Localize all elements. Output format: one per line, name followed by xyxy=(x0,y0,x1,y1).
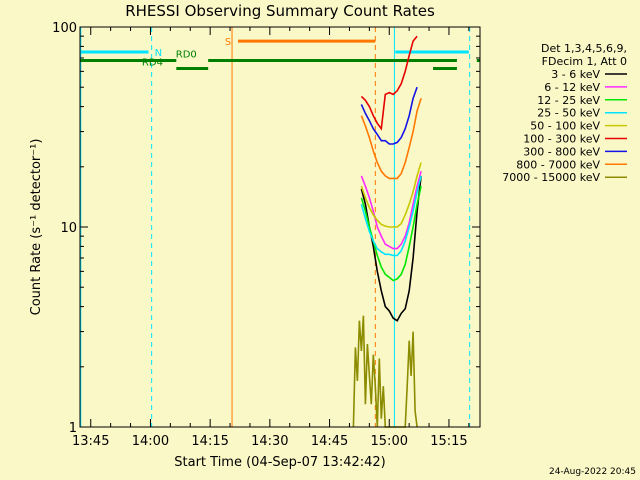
series-line xyxy=(360,98,422,180)
y-tick-label: 10 xyxy=(60,221,77,236)
status-bars: RD0 RD4 xyxy=(80,49,480,71)
x-tick-label: 13:45 xyxy=(72,434,109,449)
series-line xyxy=(352,315,418,428)
x-tick-label: 14:00 xyxy=(132,434,169,449)
legend-entry-label: 100 - 300 keV xyxy=(523,133,600,146)
status-bar-label: RD4 xyxy=(142,58,163,69)
legend-entry-label: 25 - 50 keV xyxy=(537,107,600,120)
x-tick-label: 15:15 xyxy=(430,434,467,449)
series-line xyxy=(360,162,422,228)
legend-entry-label: 6 - 12 keV xyxy=(544,81,600,94)
y-tick-label: 100 xyxy=(52,21,77,36)
series-line xyxy=(360,186,422,282)
x-tick-label: 14:30 xyxy=(251,434,288,449)
legend-entry-label: 7000 - 15000 keV xyxy=(502,171,600,184)
legend: Det 1,3,4,5,6,9,FDecim 1, Att 03 - 6 keV… xyxy=(502,42,627,184)
timestamp: 24-Aug-2022 20:45 xyxy=(549,467,636,477)
legend-entry-label: 50 - 100 keV xyxy=(530,120,600,133)
status-bar-label: RD0 xyxy=(176,49,197,60)
chart-title: RHESSI Observing Summary Count Rates xyxy=(125,2,435,20)
x-tick-label: 14:15 xyxy=(191,434,228,449)
series-line xyxy=(360,35,418,131)
legend-header: Det 1,3,4,5,6,9, xyxy=(541,42,627,55)
legend-header: FDecim 1, Att 0 xyxy=(542,55,627,68)
y-tick-label: 1 xyxy=(69,421,77,436)
legend-entry-label: 300 - 800 keV xyxy=(523,145,600,158)
flag-label: N xyxy=(155,48,162,59)
x-axis-label: Start Time (04-Sep-07 13:42:42) xyxy=(174,455,385,470)
series-layer xyxy=(352,35,422,428)
x-tick-label: 14:45 xyxy=(311,434,348,449)
axes: 13:45 14:00 14:15 14:30 14:45 15:00 15:15 1 10 10… xyxy=(52,21,480,449)
legend-entry-label: 3 - 6 keV xyxy=(551,68,600,81)
y-axis-label: Count Rate (s⁻¹ detector⁻¹) xyxy=(29,139,44,316)
x-tick-label: 15:00 xyxy=(371,434,408,449)
attenuator-flags: NS xyxy=(80,37,469,59)
legend-entry-label: 800 - 7000 keV xyxy=(516,158,600,171)
legend-entry-label: 12 - 25 keV xyxy=(537,94,600,107)
series-line xyxy=(360,86,418,145)
series-line xyxy=(360,170,422,250)
series-line xyxy=(360,175,422,257)
flag-label: S xyxy=(225,37,231,48)
